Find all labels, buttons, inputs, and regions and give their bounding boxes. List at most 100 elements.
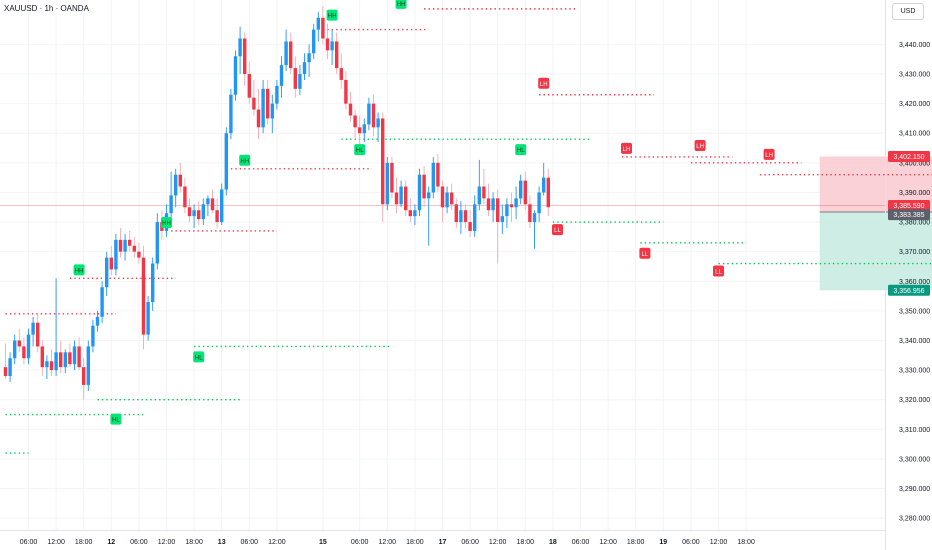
price-label-bg bbox=[888, 209, 930, 221]
candle-body bbox=[431, 162, 435, 193]
candle-body bbox=[183, 186, 187, 208]
y-tick-label: 3,340.000 bbox=[899, 338, 930, 345]
candle-body bbox=[270, 103, 274, 119]
price-label-text: 3,402.150 bbox=[893, 154, 924, 161]
x-tick-label: 06:00 bbox=[351, 539, 369, 546]
swing-label-text: LH bbox=[540, 82, 548, 88]
x-tick-label: 12:00 bbox=[268, 539, 286, 546]
price-label-bg bbox=[888, 150, 930, 162]
candle-body bbox=[238, 38, 242, 57]
candle-body bbox=[233, 56, 238, 95]
y-tick-label: 3,360.000 bbox=[899, 279, 930, 286]
candle-body bbox=[215, 210, 219, 223]
swing-label-bg bbox=[326, 9, 338, 21]
x-tick-label: 12:00 bbox=[489, 539, 507, 546]
x-tick-label: 18:00 bbox=[406, 539, 424, 546]
candle-body bbox=[72, 346, 77, 365]
candle-body bbox=[266, 88, 270, 119]
candle-body bbox=[491, 198, 495, 211]
candle-body bbox=[243, 38, 247, 75]
candle-body bbox=[36, 322, 40, 347]
candle-body bbox=[247, 74, 251, 98]
x-tick-label: 12:00 bbox=[47, 539, 65, 546]
candle-body bbox=[298, 74, 302, 89]
candle-body bbox=[146, 302, 150, 335]
candle-body bbox=[371, 103, 376, 128]
swing-label-lh: LH bbox=[621, 142, 632, 154]
candle-body bbox=[468, 222, 472, 231]
candle-body bbox=[445, 192, 449, 208]
candle-body bbox=[422, 174, 426, 199]
swing-label-ll: LL bbox=[639, 247, 651, 259]
candle-body bbox=[95, 316, 100, 326]
candle-body bbox=[473, 204, 477, 231]
swing-label-text: HL bbox=[195, 355, 203, 361]
candle-body bbox=[256, 109, 261, 128]
candle-body bbox=[123, 239, 127, 252]
candle-body bbox=[482, 186, 486, 199]
candle-body bbox=[302, 62, 307, 75]
candle-body bbox=[500, 216, 504, 223]
swing-label-ll: LL bbox=[552, 224, 563, 236]
candle-body bbox=[385, 162, 389, 205]
time-axis[interactable]: 06:00 12:00 18:00 12 06:00 12:00 18:00 13 06:00 1… bbox=[20, 539, 755, 546]
candle-body bbox=[505, 204, 509, 217]
swing-label-hh: HH bbox=[395, 0, 407, 9]
swing-label-lh: LH bbox=[538, 77, 550, 89]
candle-body bbox=[26, 334, 31, 359]
candle-body bbox=[197, 210, 201, 220]
candle-body bbox=[86, 346, 90, 385]
candle-body bbox=[367, 103, 371, 125]
candle-body bbox=[459, 210, 463, 223]
x-tick-label: 06:00 bbox=[461, 539, 479, 546]
x-tick-label: 18:00 bbox=[517, 539, 535, 546]
y-tick-label: 3,310.000 bbox=[899, 427, 930, 434]
candle-body bbox=[114, 239, 118, 270]
swing-label-text: HH bbox=[75, 268, 84, 274]
candle-body bbox=[454, 204, 458, 223]
candle-body bbox=[330, 41, 334, 51]
candle-body bbox=[399, 186, 403, 205]
candle-body bbox=[339, 68, 343, 80]
swing-label-text: LH bbox=[696, 144, 704, 150]
y-tick-label: 3,420.000 bbox=[899, 101, 930, 108]
candle-body bbox=[358, 127, 362, 134]
swing-label-bg bbox=[639, 247, 651, 259]
position-tool[interactable] bbox=[0, 156, 932, 291]
candle-body bbox=[335, 41, 339, 69]
swing-label-bg bbox=[713, 265, 724, 277]
candle-body bbox=[537, 192, 541, 214]
y-tick-label: 3,290.000 bbox=[899, 486, 930, 493]
y-tick-label: 3,280.000 bbox=[899, 516, 930, 523]
swing-label-bg bbox=[161, 216, 172, 228]
candle-body bbox=[22, 346, 26, 359]
swing-label-hh: HH bbox=[239, 154, 251, 166]
candle-body bbox=[390, 162, 394, 193]
candle-body bbox=[404, 186, 408, 211]
swing-label-bg bbox=[239, 154, 251, 166]
price-label-text: 3,385.590 bbox=[893, 203, 924, 210]
candle-body bbox=[63, 352, 67, 368]
price-axis[interactable]: 3,440.000 3,430.000 3,420.000 3,410.000 3,40… bbox=[899, 42, 930, 523]
x-tick-label: 06:00 bbox=[241, 539, 259, 546]
x-tick-label: 12:00 bbox=[379, 539, 397, 546]
swing-label-hh: HH bbox=[326, 9, 338, 21]
candle-body bbox=[49, 361, 54, 371]
x-tick-label: 18 bbox=[549, 539, 557, 546]
candle-body bbox=[128, 239, 132, 246]
candle-body bbox=[542, 177, 546, 193]
candle-body bbox=[206, 198, 210, 205]
candle-body bbox=[109, 257, 113, 270]
x-tick-label: 18:00 bbox=[185, 539, 203, 546]
currency-button[interactable]: USD bbox=[892, 3, 924, 20]
swing-label-hl: HL bbox=[193, 351, 205, 363]
y-tick-label: 3,440.000 bbox=[899, 42, 930, 49]
price-label: 3,402.150 bbox=[888, 150, 930, 162]
candle-body bbox=[40, 346, 44, 368]
candle-body bbox=[59, 352, 63, 368]
candle-body bbox=[394, 192, 399, 205]
x-tick-label: 12:00 bbox=[710, 539, 728, 546]
candle-body bbox=[509, 204, 514, 208]
candle-body bbox=[229, 94, 233, 134]
